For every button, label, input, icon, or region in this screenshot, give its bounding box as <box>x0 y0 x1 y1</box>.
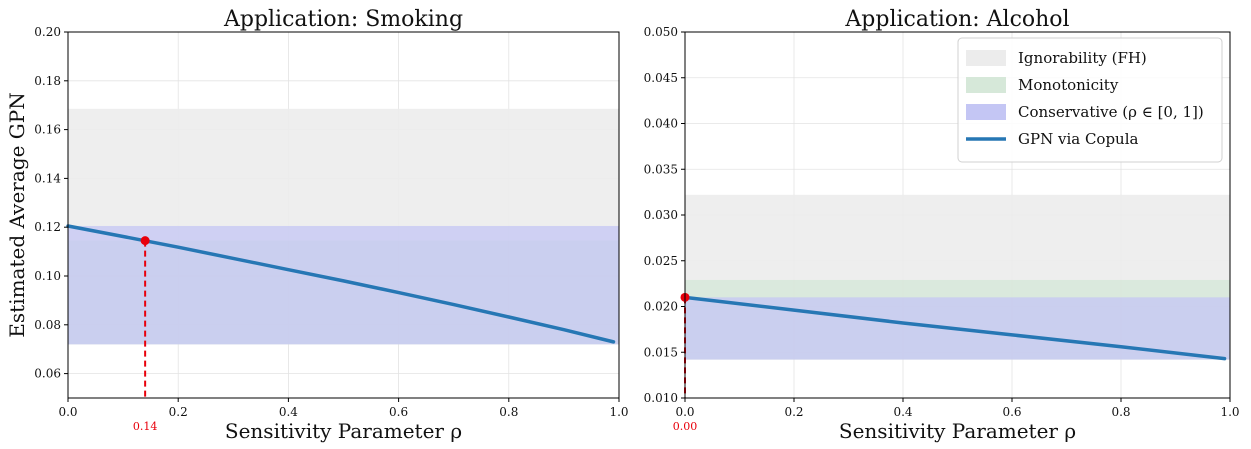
y-tick-label: 0.10 <box>34 269 61 283</box>
y-tick-label: 0.010 <box>644 391 678 405</box>
legend-swatch <box>966 77 1006 93</box>
legend-label: Conservative (ρ ∈ [0, 1]) <box>1018 103 1204 121</box>
y-tick-label: 0.035 <box>644 162 678 176</box>
x-axis-label: Sensitivity Parameter ρ <box>225 419 462 443</box>
marker-label: 0.00 <box>673 420 698 433</box>
legend-label: Ignorability (FH) <box>1018 49 1147 67</box>
y-tick-label: 0.045 <box>644 71 678 85</box>
bands <box>685 195 1230 360</box>
x-tick-label: 0.4 <box>279 405 298 419</box>
y-axis-label: Estimated Average GPN <box>5 92 29 337</box>
legend-swatch <box>966 104 1006 120</box>
marker-point <box>141 236 150 245</box>
chart-title: Application: Alcohol <box>844 7 1069 32</box>
y-tick-label: 0.025 <box>644 254 678 268</box>
x-tick-label: 0.6 <box>389 405 408 419</box>
bands <box>68 109 619 344</box>
x-axis-label: Sensitivity Parameter ρ <box>839 419 1076 443</box>
x-tick-label: 0.2 <box>784 405 803 419</box>
legend-label: GPN via Copula <box>1018 130 1139 148</box>
band-conservative <box>68 226 619 344</box>
marker-label: 0.14 <box>133 420 158 433</box>
y-tick-label: 0.12 <box>34 220 61 234</box>
y-tick-label: 0.020 <box>644 300 678 314</box>
legend-swatch <box>966 50 1006 66</box>
smoking-chart-panel: 0.0 0.2 0.4 0.6 0.8 1.0 0.06 0.08 0.10 0.12 0.14 0.… <box>5 7 629 443</box>
legend: Ignorability (FH) Monotonicity Conservativ… <box>958 38 1222 162</box>
y-tick-label: 0.20 <box>34 25 61 39</box>
y-tick-label: 0.040 <box>644 117 678 131</box>
y-tick-label: 0.14 <box>34 171 61 185</box>
y-tick-label: 0.06 <box>34 367 61 381</box>
x-tick-label: 0.0 <box>675 405 694 419</box>
x-tick-label: 0.8 <box>1111 405 1130 419</box>
x-tick-label: 1.0 <box>1220 405 1239 419</box>
x-tick-label: 0.6 <box>1002 405 1021 419</box>
x-tick-label: 0.2 <box>169 405 188 419</box>
y-tick-label: 0.16 <box>34 123 61 137</box>
y-tick-label: 0.050 <box>644 25 678 39</box>
x-tick-label: 0.0 <box>58 405 77 419</box>
y-tick-label: 0.015 <box>644 345 678 359</box>
legend-label: Monotonicity <box>1018 76 1119 94</box>
x-tick-label: 0.8 <box>499 405 518 419</box>
x-tick-label: 0.4 <box>893 405 912 419</box>
y-tick-label: 0.08 <box>34 318 61 332</box>
chart-title: Application: Smoking <box>223 7 463 32</box>
x-tick-label: 1.0 <box>609 405 628 419</box>
y-tick-label: 0.18 <box>34 74 61 88</box>
y-tick-label: 0.030 <box>644 208 678 222</box>
alcohol-chart-panel: 0.0 0.2 0.4 0.6 0.8 1.0 0.010 0.015 0.020 0.025 0.… <box>644 7 1240 443</box>
